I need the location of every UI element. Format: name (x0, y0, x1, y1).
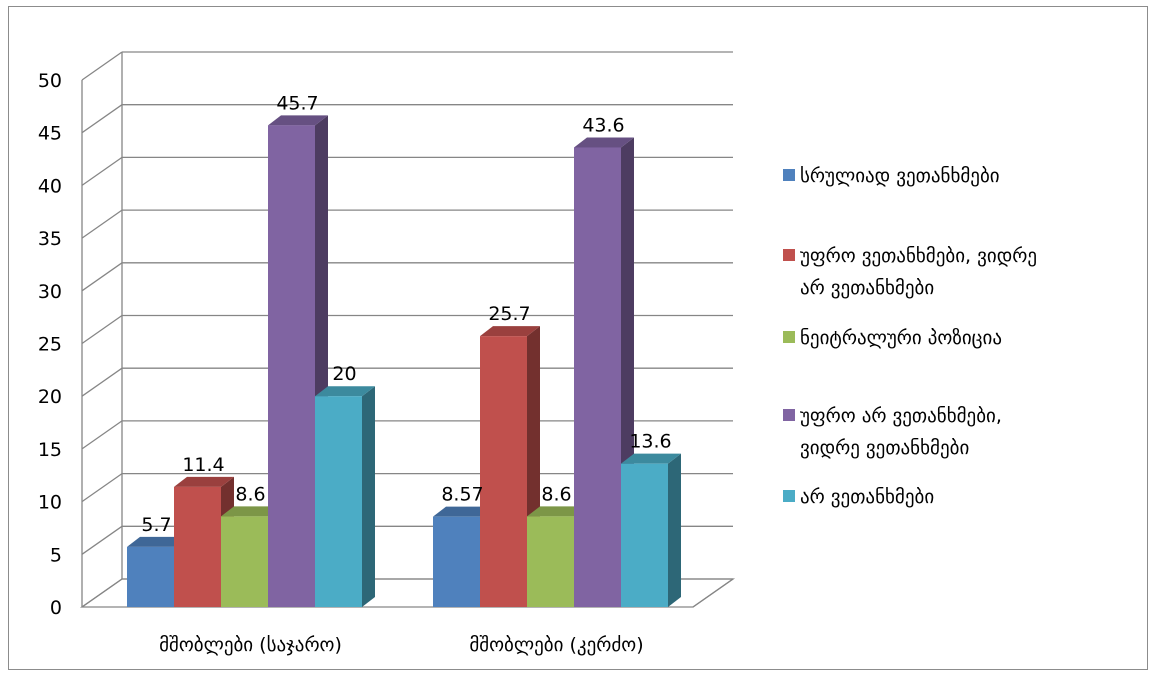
data-label: 8.6 (541, 483, 571, 505)
bar (268, 125, 315, 608)
y-tick-label: 10 (38, 492, 62, 514)
legend-swatch (783, 409, 795, 421)
side-wall-gridline (81, 156, 123, 186)
side-wall-gridline (81, 473, 123, 503)
bar-top (621, 453, 681, 464)
y-tick-label: 5 (50, 544, 62, 566)
y-tick-label: 25 (38, 334, 62, 356)
data-label: 25.7 (488, 303, 530, 325)
y-tick-label: 45 (38, 123, 62, 145)
side-wall-gridline (81, 525, 123, 555)
x-tick-label: მშობლები (საჯარო) (159, 634, 342, 656)
bar-top (480, 326, 540, 337)
bar (621, 463, 668, 607)
legend-swatch (783, 249, 795, 261)
bar (127, 546, 174, 607)
side-wall-gridline (81, 262, 123, 292)
y-tick-label: 15 (38, 439, 62, 461)
bar (433, 516, 480, 607)
legend-swatch (783, 331, 795, 343)
side-wall-gridline (81, 367, 123, 397)
bar (527, 516, 574, 607)
data-label: 11.4 (182, 454, 224, 476)
legend-entry: არ ვეთანხმები (800, 486, 934, 508)
data-label: 20 (332, 363, 356, 385)
y-tick-label: 20 (38, 386, 62, 408)
bar-top (268, 115, 328, 126)
side-wall-gridline (81, 104, 123, 134)
data-label: 8.57 (441, 484, 483, 506)
legend-label-line: არ ვეთანხმები (800, 486, 934, 508)
legend-label-line: ნეიტრალური პოზიცია (800, 327, 1002, 349)
legend-entry: სრულიად ვეთანხმები (800, 165, 1000, 187)
legend-entry: ნეიტრალური პოზიცია (800, 327, 1002, 349)
legend-label-line: უფრო არ ვეთანხმები, (800, 405, 1002, 427)
bar (574, 147, 621, 607)
legend-swatch (783, 490, 795, 502)
legend-label-line: უფრო ვეთანხმები, ვიდრე (800, 245, 1037, 267)
y-tick-label: 50 (38, 70, 62, 92)
y-tick-label: 35 (38, 228, 62, 250)
data-label: 43.6 (582, 114, 624, 136)
bar-top (433, 506, 493, 517)
legend-entry: უფრო არ ვეთანხმები, ვიდრე ვეთანხმები (800, 405, 1002, 459)
bar (174, 486, 221, 607)
legend-swatch (783, 169, 795, 181)
bar-top (527, 506, 587, 517)
legend-label-line: არ ვეთანხმები (800, 277, 934, 299)
bar (480, 336, 527, 607)
y-tick-label: 0 (50, 597, 62, 619)
data-label: 8.6 (235, 483, 265, 505)
bar (221, 516, 268, 607)
data-label: 45.7 (276, 92, 318, 114)
bar-top (174, 476, 234, 487)
bar-top (127, 536, 187, 547)
side-wall-gridline (81, 314, 123, 345)
legend-label-line: ვიდრე ვეთანხმები (800, 437, 969, 459)
data-label: 5.7 (141, 514, 171, 536)
y-tick-label: 40 (38, 175, 62, 197)
bar-side (668, 453, 681, 607)
bar-top (221, 506, 281, 517)
bar-side (362, 386, 375, 607)
side-wall-gridline (81, 209, 123, 239)
legend-entry: უფრო ვეთანხმები, ვიდრე არ ვეთანხმები (800, 245, 1037, 299)
bar-top (574, 137, 634, 148)
x-tick-label: მშობლები (კერძო) (469, 634, 643, 656)
floor-edge (692, 578, 734, 608)
data-label: 13.6 (629, 431, 671, 453)
legend-label-line: სრულიად ვეთანხმები (800, 165, 1000, 187)
bar (315, 396, 362, 607)
side-wall-gridline (81, 51, 123, 81)
side-wall-gridline (81, 420, 123, 450)
bar-top (315, 386, 375, 397)
y-tick-label: 30 (38, 281, 62, 303)
